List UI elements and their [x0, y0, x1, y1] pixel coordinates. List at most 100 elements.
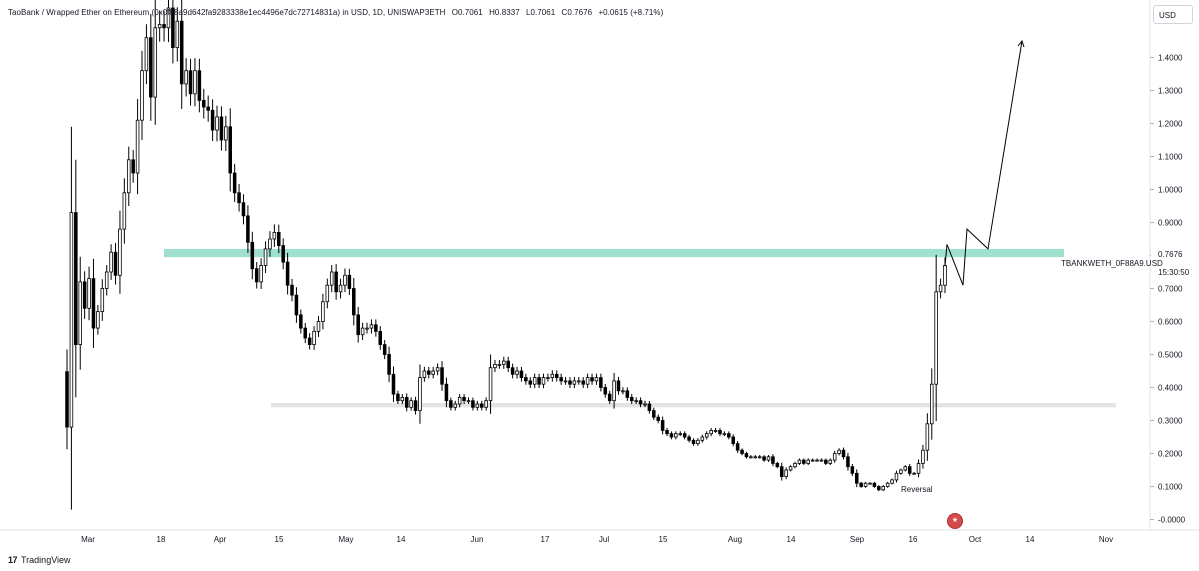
candle-body: [325, 284, 330, 303]
candle-body: [674, 433, 678, 438]
x-tick-label: 15: [275, 535, 284, 544]
candle-body: [938, 284, 943, 293]
y-tick-label: 1.3000: [1158, 87, 1183, 96]
candle-body: [157, 24, 162, 29]
candle-body: [757, 456, 762, 459]
candle-body: [656, 416, 660, 421]
candle-body: [546, 377, 550, 380]
candle-body: [590, 377, 594, 382]
candle-body: [179, 20, 184, 85]
y-tick-label: -0.0000: [1158, 516, 1186, 525]
symbol-description[interactable]: TaoBank / Wrapped Ether on Ethereum (0x0…: [8, 8, 446, 17]
candle-body: [74, 212, 78, 346]
candle-body: [338, 284, 343, 293]
candle-body: [435, 367, 440, 372]
candle-body: [374, 324, 378, 332]
candle-body: [599, 377, 603, 388]
candle-body: [749, 456, 753, 459]
candle-body: [210, 109, 215, 131]
candle-body: [704, 433, 709, 438]
x-tick-label: 14: [397, 535, 406, 544]
candle-body: [78, 281, 83, 345]
candle-body: [82, 281, 87, 309]
candle-body: [431, 370, 435, 375]
candle-body: [471, 400, 475, 408]
candle-body: [607, 393, 612, 402]
candle-body: [113, 251, 118, 276]
candle-body: [682, 433, 687, 438]
candle-body: [391, 373, 396, 395]
y-tick-label: 0.1000: [1158, 483, 1183, 492]
candle-body: [722, 433, 727, 436]
candle-body: [497, 363, 502, 366]
candle-body: [118, 228, 122, 276]
candle-body: [352, 288, 356, 316]
y-tick-label: 0.6000: [1158, 318, 1183, 327]
y-tick-label: 1.4000: [1158, 54, 1183, 63]
ohlc-close: C0.7676: [561, 8, 593, 17]
tradingview-brand-text: TradingView: [21, 555, 71, 565]
candle-body: [532, 377, 537, 385]
candle-body: [810, 459, 815, 462]
candle-body: [854, 472, 859, 484]
candle-body: [466, 400, 471, 403]
ohlc-high: H0.8337: [489, 8, 520, 17]
y-tick-label: 1.2000: [1158, 120, 1183, 129]
candle-body: [175, 20, 180, 49]
x-tick-label: 15: [659, 535, 668, 544]
candle-body: [219, 116, 224, 141]
candle-body: [272, 231, 277, 240]
candle-body: [444, 383, 449, 402]
candle-body: [921, 449, 925, 464]
candle-body: [585, 377, 590, 385]
candle-body: [859, 482, 863, 487]
x-tick-label: Oct: [969, 535, 982, 544]
candle-body: [788, 466, 793, 471]
candle-body: [303, 327, 308, 339]
x-tick-label: Mar: [81, 535, 95, 544]
candle-body: [912, 472, 916, 475]
candle-body: [581, 380, 585, 385]
candle-body: [127, 159, 131, 194]
candle-body: [232, 172, 237, 194]
candle-body: [131, 159, 135, 174]
candle-body: [815, 459, 819, 462]
candle-body: [925, 423, 930, 451]
us-flag-icon[interactable]: ★: [947, 513, 963, 529]
projection-arrowhead-icon: [1017, 39, 1025, 48]
candle-body: [568, 380, 572, 385]
x-tick-label: 14: [787, 535, 796, 544]
candle-body: [577, 380, 581, 383]
candle-body: [316, 321, 321, 332]
candle-body: [268, 238, 272, 250]
x-tick-label: Aug: [728, 535, 742, 544]
candle-body: [404, 396, 409, 408]
candle-body: [334, 271, 338, 293]
candle-body: [638, 400, 643, 405]
y-tick-label: 0.7000: [1158, 285, 1183, 294]
x-tick-label: 14: [1026, 535, 1035, 544]
candle-body: [528, 380, 533, 385]
candle-body: [541, 377, 546, 385]
x-tick-label: Jul: [599, 535, 609, 544]
y-tick-label: 0.3000: [1158, 417, 1183, 426]
candle-body: [740, 449, 744, 454]
candle-body: [907, 466, 912, 474]
candle-body: [281, 245, 285, 263]
candle-body: [832, 453, 837, 461]
candle-body: [409, 400, 413, 408]
candle-body: [122, 192, 127, 230]
candle-body: [140, 70, 144, 121]
candle-body: [616, 380, 621, 392]
candle-body: [841, 449, 846, 458]
candle-body: [634, 400, 638, 403]
currency-selector[interactable]: USD: [1153, 5, 1193, 24]
candle-body: [197, 70, 202, 101]
candle-body: [696, 439, 700, 444]
candle-body: [916, 462, 921, 474]
candle-body: [290, 284, 294, 296]
x-tick-label: 18: [157, 535, 166, 544]
tradingview-branding[interactable]: 17 TradingView: [8, 555, 71, 565]
candle-body: [850, 466, 855, 474]
